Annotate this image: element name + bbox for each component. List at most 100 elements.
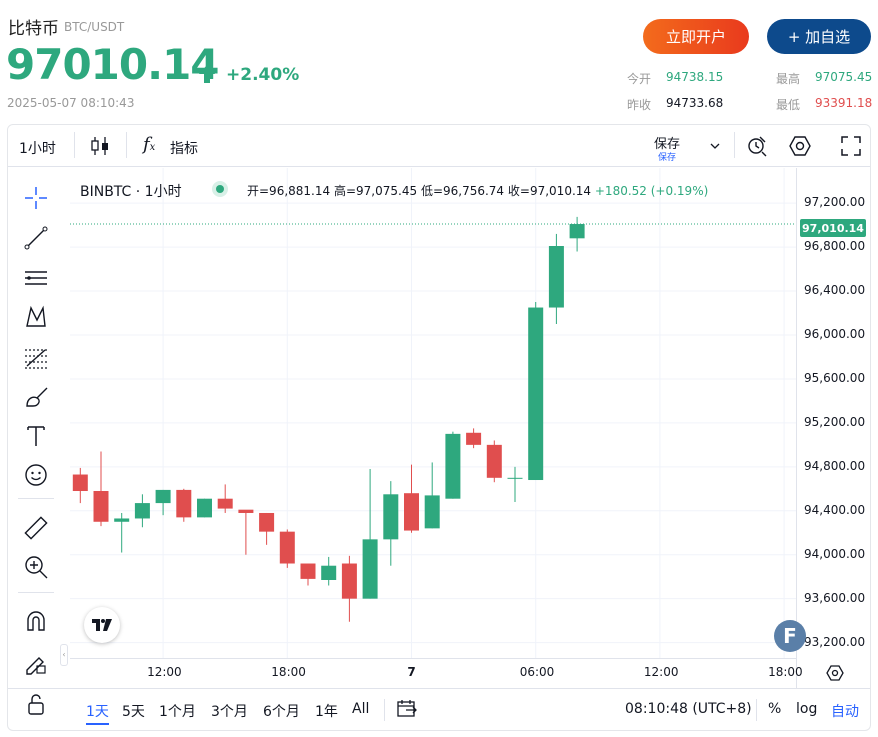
fib-icon[interactable]: [20, 341, 52, 373]
range-option[interactable]: 5天: [122, 704, 145, 720]
candle-body: [528, 307, 544, 481]
price-tick-label: 94,800.00: [804, 458, 866, 473]
candle-body: [197, 498, 212, 518]
collapse-toolbar-handle[interactable]: ‹: [60, 644, 68, 666]
brush-icon[interactable]: [20, 381, 52, 413]
clock-time[interactable]: 08:10:48 (UTC+8): [625, 701, 752, 717]
price-tick-label: 93,200.00: [804, 634, 866, 649]
magnet-icon[interactable]: [20, 605, 52, 637]
candle-body: [548, 246, 564, 308]
lock-drawing-icon[interactable]: [20, 647, 52, 679]
emoji-icon[interactable]: [20, 459, 52, 491]
zoom-in-icon[interactable]: [20, 551, 52, 583]
candle-body: [486, 444, 502, 478]
candle-body: [383, 494, 399, 540]
toolbar-divider: [734, 132, 735, 158]
candle-body: [507, 477, 523, 479]
tradingview-logo[interactable]: [84, 607, 120, 643]
time-tick-label: 12:00: [147, 665, 182, 679]
time-axis[interactable]: 12:00 18:00 7 06:00 12:00 18:00: [70, 658, 803, 688]
range-option[interactable]: 1个月: [159, 704, 196, 720]
candlestick-chart[interactable]: [70, 168, 796, 658]
time-tick-label: 06:00: [519, 665, 555, 679]
save-button[interactable]: 保存: [654, 137, 681, 152]
range-option[interactable]: 3个月: [211, 704, 248, 720]
range-option[interactable]: 1天: [86, 701, 109, 725]
price-tick-label: 95,600.00: [804, 370, 866, 385]
goto-date-icon[interactable]: [396, 698, 418, 720]
toolbar-divider: [384, 699, 385, 721]
candle-body: [466, 432, 482, 445]
candle-body: [321, 565, 337, 580]
price-tick-label: 96,400.00: [804, 283, 866, 298]
price-tick-label: 97,200.00: [804, 195, 866, 210]
candle-body: [341, 563, 357, 599]
fullscreen-icon[interactable]: [840, 135, 862, 157]
low-value: 93391.18: [815, 96, 873, 110]
candle-body: [134, 503, 150, 519]
auto-toggle[interactable]: 自动: [831, 704, 859, 720]
price-axis-border: [796, 168, 797, 688]
toolbar-divider: [126, 132, 127, 158]
range-option[interactable]: All: [352, 701, 370, 717]
save-sublabel: 保存: [658, 153, 677, 163]
legend-ohlc: 开=96,881.14 高=97,075.45 低=96,756.74 收=97…: [247, 182, 708, 199]
price-tick-label: 95,200.00: [804, 414, 866, 429]
text-tool-icon[interactable]: [20, 420, 52, 452]
range-option[interactable]: 6个月: [263, 704, 300, 720]
legend-open: 开=96,881.14: [247, 184, 331, 198]
open-account-button[interactable]: 立即开户: [643, 19, 749, 54]
price-axis[interactable]: 97,200.00 96,800.00 96,400.00 96,000.00 95,6…: [796, 168, 871, 658]
interval-selector[interactable]: 1小时: [19, 141, 56, 157]
time-tick-label: 18:00: [768, 665, 803, 679]
time-tick-label: 7: [407, 665, 416, 679]
candle-body: [445, 433, 461, 499]
trend-line-icon[interactable]: [20, 222, 52, 254]
pattern-icon[interactable]: [20, 301, 52, 333]
candle-body: [279, 531, 295, 564]
crosshair-icon[interactable]: [20, 182, 52, 214]
asset-title: 比特币: [8, 19, 59, 39]
current-price: 97010.14: [6, 40, 220, 89]
axis-settings-icon[interactable]: [825, 663, 845, 683]
ruler-icon[interactable]: [20, 512, 52, 544]
toolbar-divider: [756, 699, 757, 721]
add-watchlist-button[interactable]: + 加自选: [767, 19, 871, 54]
price-tick-label: 96,800.00: [804, 239, 866, 254]
toolbar-divider: [18, 592, 54, 593]
candlestick-type-icon[interactable]: [90, 135, 110, 157]
candle-body: [238, 509, 254, 513]
candle-body: [404, 493, 419, 531]
candle-body: [155, 489, 171, 504]
last-price-tag: 97,010.14: [800, 219, 866, 237]
toolbar-bottom-border: [8, 166, 870, 167]
chart-widget: [7, 124, 871, 731]
settings-icon[interactable]: [788, 134, 812, 158]
horizontal-lines-icon[interactable]: [20, 262, 52, 294]
candle-body: [362, 539, 378, 599]
indicators-icon[interactable]: fx: [143, 134, 156, 155]
candle-body: [72, 474, 88, 492]
alert-clock-icon[interactable]: [746, 134, 768, 158]
price-tick-label: 93,600.00: [804, 590, 866, 605]
prev-close-label: 昨收: [627, 98, 652, 112]
indicators-button[interactable]: 指标: [170, 141, 198, 157]
price-change: +2.40%: [226, 65, 300, 85]
price-tick-label: 94,000.00: [804, 546, 866, 561]
chevron-down-icon[interactable]: [710, 142, 720, 150]
range-option[interactable]: 1年: [315, 704, 338, 720]
percent-toggle[interactable]: %: [768, 701, 782, 717]
prev-close-value: 94733.68: [666, 96, 724, 110]
open-value: 94738.15: [666, 70, 724, 84]
lock-icon[interactable]: [20, 688, 52, 720]
time-axis-border: [70, 658, 796, 659]
price-tick-label: 94,400.00: [804, 502, 866, 517]
candle-body: [114, 518, 130, 522]
legend-low: 低=96,756.74: [420, 184, 505, 198]
toolbar-divider: [74, 132, 75, 158]
legend-close: 收=97,010.14: [507, 184, 592, 198]
legend-change: +180.52 (+0.19%): [594, 184, 709, 198]
market-status-icon: [212, 181, 228, 197]
log-toggle[interactable]: log: [796, 701, 818, 717]
high-label: 最高: [776, 72, 801, 86]
